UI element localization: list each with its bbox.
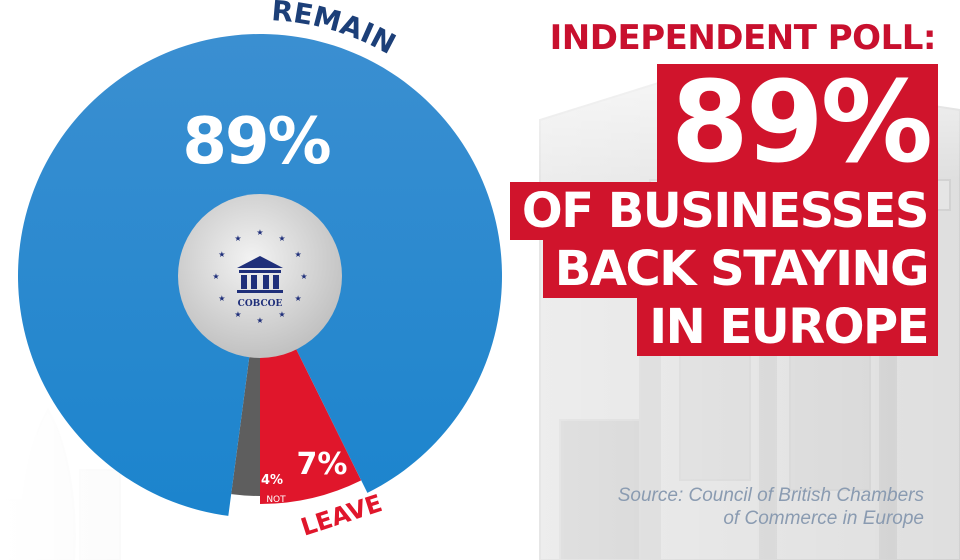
cobcoe-logo: ★ ★ ★ ★ ★ ★ ★ ★ ★ ★ ★ ★ COBCOE: [178, 194, 342, 358]
source-note: Source: Council of British Chambers of C…: [544, 484, 924, 530]
star-icon: ★: [234, 234, 241, 243]
headline-kicker: INDEPENDENT POLL:: [549, 18, 937, 58]
not-sure-label-line-1: NOT: [266, 495, 286, 505]
star-icon: ★: [300, 272, 307, 281]
eu-stars-icon: ★ ★ ★ ★ ★ ★ ★ ★ ★ ★ ★ ★: [212, 228, 307, 325]
logo-text: COBCOE: [238, 299, 283, 309]
star-icon: ★: [234, 310, 241, 319]
headline-line-2: BACK STAYING: [542, 240, 938, 298]
leave-value-label: 7%: [297, 447, 348, 482]
star-icon: ★: [295, 294, 302, 303]
building-icon: [237, 256, 283, 293]
headline-line-3: IN EUROPE: [637, 298, 938, 356]
logo-disc: [178, 194, 342, 358]
star-icon: ★: [295, 250, 302, 259]
star-icon: ★: [256, 316, 263, 325]
star-icon: ★: [256, 228, 263, 237]
not-sure-label-line-2: SURE: [264, 506, 289, 516]
headline-line-1: OF BUSINESSES: [509, 182, 938, 240]
source-line-2: of Commerce in Europe: [723, 508, 924, 529]
star-icon: ★: [218, 294, 225, 303]
headline: INDEPENDENT POLL: 89% OF BUSINESSES BACK…: [498, 18, 938, 356]
headline-percent: 89%: [656, 64, 938, 182]
remain-value-label: 89%: [182, 105, 330, 179]
not-sure-value-label: 4%: [261, 473, 283, 488]
star-icon: ★: [278, 310, 285, 319]
star-icon: ★: [212, 272, 219, 281]
source-line-1: Source: Council of British Chambers: [617, 485, 924, 506]
star-icon: ★: [278, 234, 285, 243]
star-icon: ★: [218, 250, 225, 259]
